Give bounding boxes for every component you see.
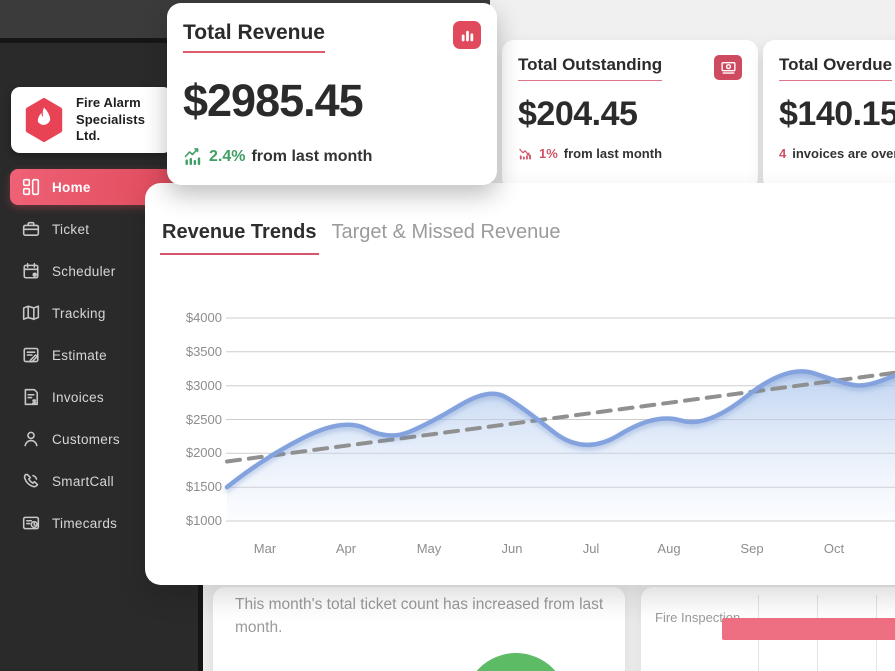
- outstanding-value: $204.45: [518, 95, 638, 133]
- x-tick-label: Apr: [335, 541, 357, 556]
- revenue-delta-suffix: from last month: [251, 148, 373, 165]
- bar-category-label: Fire Inspection: [655, 609, 740, 627]
- brand-line2: Specialists Ltd.: [76, 111, 146, 144]
- sidebar-item-tracking[interactable]: Tracking: [10, 295, 173, 331]
- sidebar-item-invoices[interactable]: Invoices: [10, 379, 173, 415]
- x-tick-label: Jul: [582, 541, 600, 556]
- ticket-donut-chart: [464, 653, 568, 671]
- phone-icon: [22, 472, 40, 490]
- ticket-summary-card: This month's total ticket count has incr…: [213, 587, 625, 671]
- timecard-icon: [22, 514, 40, 532]
- outstanding-delta-suffix: from last month: [563, 146, 663, 161]
- x-tick-label: Oct: [823, 541, 845, 556]
- overdue-value: $140.15: [779, 95, 895, 133]
- map-icon: [22, 304, 40, 322]
- y-tick-label: $1500: [185, 479, 222, 495]
- y-tick-label: $2000: [185, 445, 222, 461]
- dashboard-icon: [22, 178, 40, 196]
- person-icon: [22, 430, 40, 448]
- note-pencil-icon: [22, 346, 40, 364]
- fire-inspection-label: Fire Inspection: [655, 610, 741, 625]
- job-type-bar-card: Fire Inspection: [641, 587, 895, 671]
- x-tick-label: Mar: [253, 541, 277, 556]
- fire-inspection-bar: [722, 618, 895, 640]
- revenue-trends-panel: Revenue Trends Target & Missed Revenue $…: [145, 183, 895, 585]
- flame-hexagon-icon: [21, 97, 67, 143]
- calendar-icon: [22, 262, 40, 280]
- card-title: Total Outstanding: [518, 55, 663, 81]
- sidebar-item-smartcall[interactable]: SmartCall: [10, 463, 173, 499]
- card-title: Total Overdue: [779, 55, 893, 81]
- x-tick-label: May: [416, 541, 442, 556]
- y-tick-label: $4000: [185, 310, 222, 325]
- banknote-icon: [714, 55, 742, 80]
- sidebar-item-estimate[interactable]: Estimate: [10, 337, 173, 373]
- x-tick-label: Jun: [501, 541, 523, 556]
- ticket-summary-text: This month's total ticket count has incr…: [235, 596, 604, 637]
- outstanding-delta: 1%: [539, 146, 558, 161]
- overdue-note: invoices are overdue: [792, 146, 895, 161]
- sidebar-item-timecards[interactable]: Timecards: [10, 505, 173, 541]
- bar-chart-icon: [453, 21, 481, 49]
- sidebar-item-ticket[interactable]: Ticket: [10, 211, 173, 247]
- overdue-count: 4: [779, 146, 787, 161]
- chart-tabs: Revenue Trends Target & Missed Revenue: [160, 221, 563, 255]
- y-tick-label: $1000: [185, 513, 222, 528]
- briefcase-icon: [22, 220, 40, 238]
- card-title: Total Revenue: [183, 21, 325, 53]
- x-tick-label: Aug: [657, 541, 681, 556]
- brand-logo-card: Fire Alarm Specialists Ltd.: [11, 87, 172, 153]
- total-revenue-card: Total Revenue $2985.45 2.4% from last mo…: [167, 3, 497, 185]
- invoice-icon: [22, 388, 40, 406]
- tab-revenue-trends[interactable]: Revenue Trends: [160, 221, 319, 255]
- y-tick-label: $2500: [185, 411, 222, 427]
- y-tick-label: $3000: [185, 377, 222, 393]
- total-overdue-card: Total Overdue $140.15 4 invoices are ove…: [763, 40, 895, 190]
- trend-up-icon: [183, 147, 203, 167]
- revenue-trend-chart: [224, 317, 895, 522]
- tab-target-missed-revenue[interactable]: Target & Missed Revenue: [331, 221, 561, 243]
- x-tick-label: Sep: [740, 541, 764, 556]
- sidebar-item-customers[interactable]: Customers: [10, 421, 173, 457]
- trend-down-icon: [518, 146, 533, 161]
- total-outstanding-card: Total Outstanding $204.45 1% from last m…: [502, 40, 758, 190]
- brand-line1: Fire Alarm: [76, 94, 141, 110]
- revenue-value: $2985.45: [183, 75, 364, 126]
- sidebar-item-scheduler[interactable]: Scheduler: [10, 253, 173, 289]
- y-tick-label: $3500: [185, 343, 222, 359]
- revenue-delta: 2.4%: [209, 148, 246, 165]
- brand-name: Fire Alarm Specialists Ltd.: [76, 95, 172, 146]
